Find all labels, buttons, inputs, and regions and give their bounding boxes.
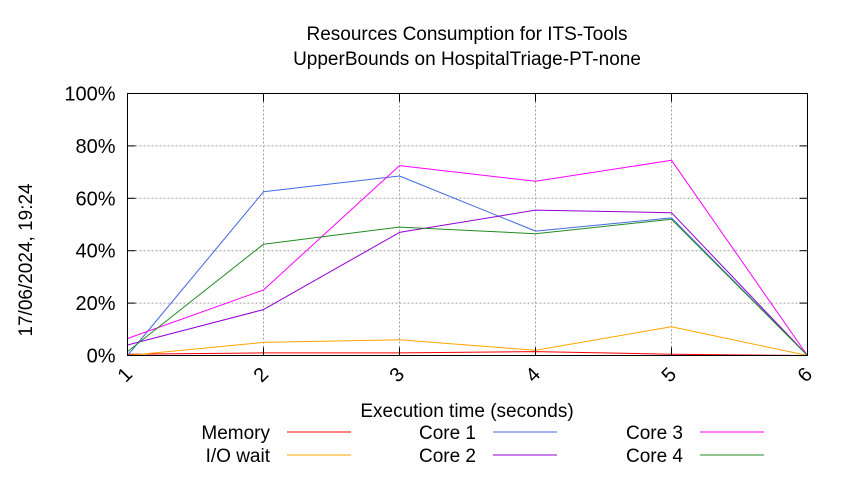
y-tick-label: 80% (75, 136, 115, 158)
x-tick-label: 5 (658, 364, 681, 387)
x-tick-label: 3 (386, 364, 409, 387)
series-lines (127, 159, 808, 356)
y-tick-label: 60% (75, 188, 115, 210)
legend-label-memory: Memory (201, 423, 270, 444)
series-line-core-1 (127, 175, 808, 356)
plot-frame (127, 93, 808, 356)
legend-label-core-1: Core 1 (419, 423, 476, 444)
series-line-memory (127, 351, 808, 356)
x-ticks: 1 2 3 4 5 6 (114, 93, 817, 387)
chart-title-line1: Resources Consumption for ITS-Tools (306, 24, 627, 45)
series-line-i-o-wait (127, 326, 808, 356)
series-line-core-3 (127, 159, 808, 356)
legend-label-core-4: Core 4 (626, 446, 683, 467)
legend-label-i-o-wait: I/O wait (206, 446, 271, 467)
chart-title-line2: UpperBounds on HospitalTriage-PT-none (293, 49, 641, 70)
y-tick-label: 100% (64, 84, 115, 106)
x-tick-label: 6 (794, 364, 817, 387)
x-tick-label: 1 (114, 364, 137, 387)
y-tick-label: 40% (75, 241, 115, 263)
timestamp-label: 17/06/2024, 19:24 (16, 183, 37, 337)
grid (127, 93, 808, 356)
series-line-core-4 (127, 218, 808, 356)
x-axis-label: Execution time (seconds) (360, 401, 573, 422)
y-ticks: 0% 20% 40% 60% 80% 100% (64, 84, 808, 368)
x-tick-label: 4 (522, 364, 545, 387)
x-tick-label: 2 (250, 364, 273, 387)
legend-label-core-2: Core 2 (419, 446, 476, 467)
series-line-core-2 (127, 209, 808, 356)
y-tick-label: 0% (87, 346, 116, 368)
legend-label-core-3: Core 3 (626, 423, 683, 444)
y-tick-label: 20% (75, 293, 115, 315)
